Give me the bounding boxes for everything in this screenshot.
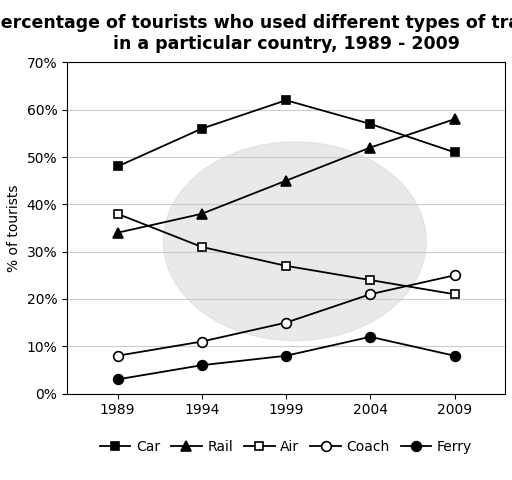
Rail <box>367 144 373 150</box>
Rail <box>452 116 458 122</box>
Car <box>367 121 373 127</box>
Y-axis label: % of tourists: % of tourists <box>7 184 21 272</box>
Coach <box>115 353 121 359</box>
Air <box>452 291 458 297</box>
Line: Coach: Coach <box>113 270 459 360</box>
Ferry <box>367 334 373 340</box>
Car <box>199 126 205 132</box>
Air <box>199 244 205 250</box>
Coach <box>452 273 458 278</box>
Rail <box>283 178 289 183</box>
Coach <box>199 339 205 345</box>
Line: Rail: Rail <box>113 114 459 238</box>
Rail <box>115 230 121 236</box>
Line: Air: Air <box>113 210 459 299</box>
Air <box>115 211 121 216</box>
Circle shape <box>163 142 426 341</box>
Title: Percentage of tourists who used different types of transport
in a particular cou: Percentage of tourists who used differen… <box>0 14 512 52</box>
Ferry <box>199 362 205 368</box>
Coach <box>367 291 373 297</box>
Line: Ferry: Ferry <box>113 332 459 384</box>
Car <box>283 97 289 103</box>
Line: Car: Car <box>113 96 459 171</box>
Air <box>367 277 373 283</box>
Legend: Car, Rail, Air, Coach, Ferry: Car, Rail, Air, Coach, Ferry <box>100 440 472 454</box>
Ferry <box>452 353 458 359</box>
Ferry <box>283 353 289 359</box>
Air <box>283 263 289 269</box>
Car <box>115 164 121 169</box>
Car <box>452 149 458 155</box>
Ferry <box>115 376 121 382</box>
Coach <box>283 320 289 325</box>
Rail <box>199 211 205 216</box>
